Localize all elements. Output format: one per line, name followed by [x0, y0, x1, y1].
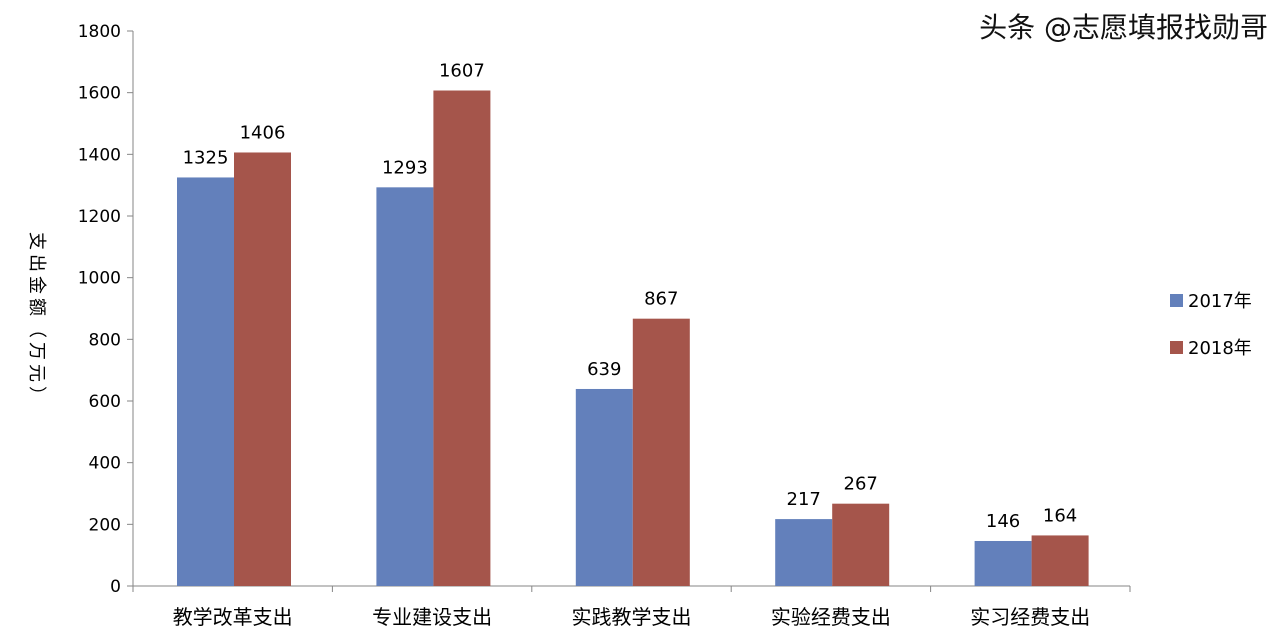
bar-2018年 [1031, 535, 1089, 586]
data-label: 146 [986, 511, 1020, 532]
y-tick-label: 800 [89, 330, 121, 350]
bar-2018年 [433, 90, 491, 586]
data-label: 1607 [439, 61, 485, 82]
data-label: 1325 [183, 147, 229, 168]
legend-label: 2018年 [1188, 338, 1252, 359]
data-label: 267 [844, 474, 878, 495]
data-label: 164 [1043, 505, 1077, 526]
bar-2017年 [775, 519, 833, 586]
data-label: 1293 [382, 157, 428, 178]
y-tick-label: 1600 [78, 84, 121, 104]
bar-2018年 [632, 318, 690, 586]
data-label: 639 [587, 359, 621, 380]
y-axis-label: 支出金额（万元） [26, 232, 47, 408]
y-tick-label: 0 [110, 577, 121, 597]
bar-2017年 [376, 187, 434, 586]
y-tick-label: 1000 [78, 269, 121, 289]
y-tick-label: 400 [89, 454, 121, 474]
bar-2018年 [234, 152, 291, 586]
y-tick-label: 1400 [78, 145, 121, 165]
x-tick-label: 实习经费支出 [970, 605, 1090, 629]
data-label: 217 [787, 489, 821, 510]
bar-2018年 [832, 503, 890, 586]
legend-swatch [1170, 341, 1183, 354]
y-tick-label: 600 [89, 392, 121, 412]
x-tick-label: 实践教学支出 [572, 605, 692, 629]
legend-swatch [1170, 294, 1183, 307]
y-tick-label: 1200 [78, 207, 121, 227]
y-tick-label: 1800 [78, 22, 121, 42]
data-label: 867 [644, 289, 678, 310]
data-label: 1406 [240, 122, 286, 143]
watermark: 头条 @志愿填报找勋哥 [979, 11, 1268, 44]
legend-label: 2017年 [1188, 291, 1252, 312]
y-tick-label: 200 [89, 515, 121, 535]
x-tick-label: 专业建设支出 [372, 605, 492, 629]
x-tick-label: 实验经费支出 [771, 605, 891, 629]
bar-2017年 [177, 177, 234, 587]
x-tick-label: 教学改革支出 [173, 605, 293, 629]
bar-2017年 [974, 540, 1032, 586]
bar-2017年 [575, 388, 633, 586]
